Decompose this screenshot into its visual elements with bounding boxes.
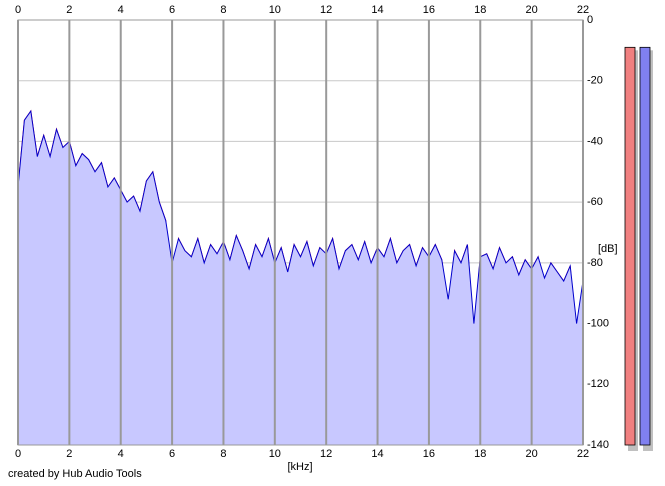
level-meter: [624, 46, 636, 446]
x-tick-label-top: 22: [577, 4, 589, 16]
x-tick-label: 14: [371, 448, 383, 460]
plot-frame: [17, 19, 584, 446]
y-tick-label: -80: [587, 257, 603, 269]
x-tick-label: 2: [66, 448, 72, 460]
area-fill: [18, 111, 583, 445]
y-axis-label: [dB]: [598, 243, 618, 255]
x-tick-label-top: 14: [371, 4, 383, 16]
x-tick-label: 20: [526, 448, 538, 460]
x-tick-label-top: 4: [118, 4, 124, 16]
y-tick-label: -60: [587, 196, 603, 208]
x-tick-label: 18: [474, 448, 486, 460]
y-tick-label: -40: [587, 135, 603, 147]
x-axis-label: [kHz]: [287, 461, 312, 473]
x-tick-label: 0: [15, 448, 21, 460]
spectrum-line: [17, 109, 584, 324]
x-tick-label-top: 10: [269, 4, 281, 16]
x-tick-label-top: 0: [15, 4, 21, 16]
x-tick-label: 8: [220, 448, 226, 460]
y-tick-label: -100: [587, 317, 609, 329]
x-tick-label-top: 12: [320, 4, 332, 16]
y-tick-label: -20: [587, 75, 603, 87]
y-tick-label: -140: [587, 439, 609, 451]
y-tick-label: -120: [587, 378, 609, 390]
x-tick-label: 16: [423, 448, 435, 460]
level-meter: [639, 46, 651, 446]
x-tick-label-top: 2: [66, 4, 72, 16]
y-tick-label: 0: [587, 14, 593, 26]
x-tick-label-top: 16: [423, 4, 435, 16]
x-tick-label: 10: [269, 448, 281, 460]
x-tick-label: 22: [577, 448, 589, 460]
x-tick-label-top: 20: [526, 4, 538, 16]
x-tick-label-top: 8: [220, 4, 226, 16]
x-tick-label-top: 18: [474, 4, 486, 16]
x-tick-label: 12: [320, 448, 332, 460]
footer: created by Hub Audio Tools: [8, 468, 142, 480]
x-tick-label: 6: [169, 448, 175, 460]
x-tick-label: 4: [118, 448, 124, 460]
x-tick-label-top: 6: [169, 4, 175, 16]
